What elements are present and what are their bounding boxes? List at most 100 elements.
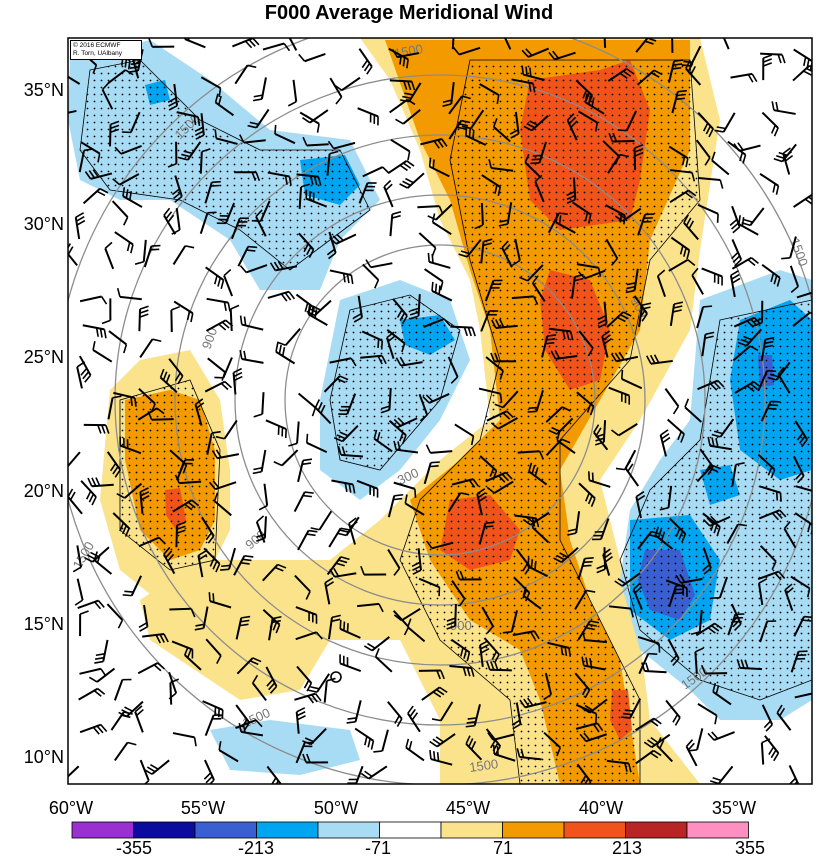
- wind-barb: [329, 269, 354, 285]
- wind-barb: [696, 464, 721, 483]
- wind-barb: [695, 139, 711, 166]
- wind-barb: [114, 231, 134, 254]
- wind-barb: [760, 52, 786, 64]
- wind-barb: [671, 89, 687, 114]
- wind-barb: [205, 319, 234, 332]
- wind-barb: [575, 703, 598, 723]
- wind-barb: [669, 189, 697, 204]
- colorbar-label-neg71: -71: [364, 838, 391, 858]
- wind-barb: [635, 491, 646, 519]
- wind-barb: [204, 180, 221, 204]
- wind-barb: [266, 765, 282, 784]
- wind-barb: [237, 245, 258, 267]
- wind-barb: [78, 687, 106, 701]
- wind-barb: [251, 674, 267, 702]
- wind-barb: [527, 557, 548, 578]
- wind-barb: [323, 375, 349, 393]
- wind-barb: [310, 510, 333, 531]
- wind-barb: [697, 379, 725, 391]
- wind-barb: [530, 141, 547, 165]
- wind-barb: [329, 567, 357, 578]
- wind-barb: [295, 606, 318, 624]
- wind-barb: [171, 208, 181, 235]
- wind-barb: [488, 159, 514, 172]
- wind-barb: [113, 678, 132, 701]
- wind-barb: [731, 239, 743, 267]
- wind-barb: [731, 462, 745, 487]
- wind-barb: [288, 421, 300, 447]
- wind-barb: [667, 638, 680, 666]
- wind-barb: [169, 607, 196, 618]
- wind-barb: [223, 268, 234, 297]
- wind-barb: [426, 540, 454, 550]
- wind-barb: [757, 570, 786, 581]
- wind-barb: [204, 714, 223, 736]
- wind-barb: [519, 697, 547, 709]
- wind-barb: [531, 275, 546, 302]
- wind-barb: [664, 388, 680, 415]
- wind-barb: [480, 238, 493, 264]
- wind-barb: [294, 574, 311, 600]
- wind-barb: [726, 523, 748, 545]
- wind-barb: [501, 240, 513, 268]
- wind-barb: [736, 659, 763, 671]
- wind-barb: [465, 704, 481, 728]
- wind-barb: [106, 603, 124, 629]
- wind-barb: [391, 48, 420, 59]
- range-rings: [68, 38, 812, 784]
- wind-barb: [72, 545, 82, 573]
- wind-barb: [148, 38, 175, 48]
- wind-barb: [607, 153, 629, 174]
- wind-barb: [695, 622, 723, 637]
- wind-barb: [197, 550, 208, 578]
- wind-barb: [232, 367, 243, 395]
- wind-barb: [637, 69, 663, 86]
- wind-barb: [110, 711, 133, 731]
- wind-barb: [389, 98, 416, 114]
- wind-barb: [449, 665, 475, 677]
- wind-barb: [759, 545, 777, 571]
- wind-barb: [577, 557, 594, 580]
- wind-barb: [423, 318, 451, 328]
- wind-barb: [388, 47, 409, 69]
- wind-barb: [509, 111, 520, 139]
- wind-barb: [206, 430, 221, 455]
- wind-barb: [656, 269, 667, 298]
- wind-barb: [407, 618, 426, 643]
- wind-barb: [758, 509, 787, 521]
- wind-barb: [203, 759, 215, 784]
- wind-barb: [553, 547, 579, 564]
- wind-barb: [206, 297, 231, 312]
- lon-label-35w: 35°W: [711, 798, 757, 818]
- wind-barb: [784, 583, 794, 611]
- wind-barb: [458, 238, 482, 258]
- wind-barb: [302, 109, 329, 124]
- wind-barb: [543, 731, 561, 757]
- wind-barb: [485, 471, 513, 483]
- wind-barb: [147, 411, 174, 421]
- wind-barb: [621, 698, 642, 719]
- wind-barb: [608, 605, 635, 618]
- wind-barb: [326, 150, 339, 176]
- wind-barb: [287, 79, 298, 107]
- colorbar-label-neg213: -213: [237, 838, 275, 858]
- wind-barb: [669, 301, 684, 327]
- wind-barb: [614, 572, 641, 587]
- wind-barb: [199, 148, 211, 174]
- wind-barb: [675, 574, 703, 584]
- wind-barb: [606, 759, 632, 773]
- wind-barb: [729, 269, 741, 298]
- wind-barb: [78, 355, 92, 383]
- wind-barb: [523, 114, 549, 132]
- wind-barb: [373, 429, 393, 453]
- ring-label-1500-se: 1500: [468, 756, 499, 775]
- storm-center-marker: [330, 671, 342, 683]
- wind-barb: [171, 640, 194, 659]
- wind-barb: [712, 682, 732, 706]
- wind-barb: [711, 418, 735, 438]
- wind-barb: [252, 77, 267, 102]
- wind-barb: [393, 440, 419, 454]
- wind-barb: [760, 336, 775, 362]
- wind-barb: [214, 129, 238, 145]
- wind-barb: [524, 153, 542, 179]
